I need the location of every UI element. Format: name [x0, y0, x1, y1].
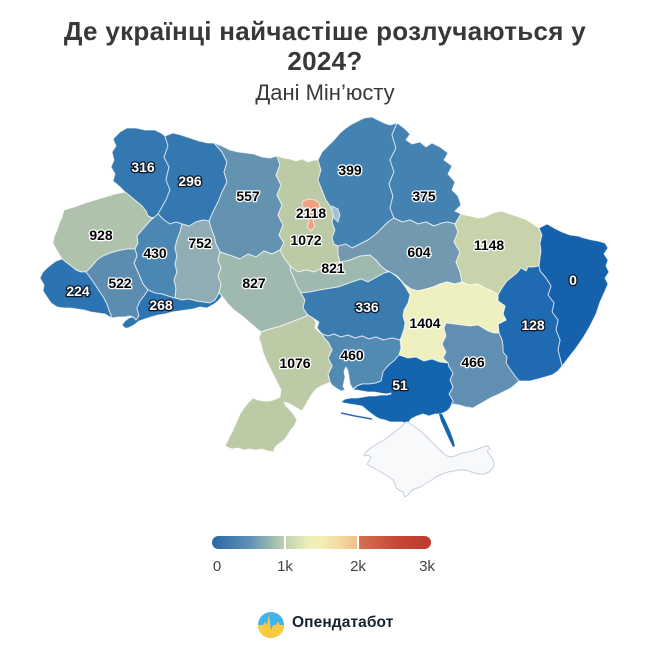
svg-text:522: 522 — [108, 275, 132, 291]
svg-text:0: 0 — [213, 558, 221, 575]
svg-text:51: 51 — [392, 377, 408, 393]
svg-text:399: 399 — [338, 162, 362, 178]
svg-text:316: 316 — [131, 159, 155, 175]
svg-text:268: 268 — [149, 297, 173, 313]
svg-text:224: 224 — [66, 283, 90, 299]
svg-text:2k: 2k — [350, 558, 366, 575]
svg-text:827: 827 — [242, 275, 266, 291]
svg-text:466: 466 — [461, 354, 485, 370]
svg-text:3k: 3k — [419, 558, 435, 575]
svg-text:1k: 1k — [277, 558, 293, 575]
svg-text:336: 336 — [355, 299, 379, 315]
svg-text:821: 821 — [321, 260, 345, 276]
svg-text:557: 557 — [236, 188, 260, 204]
svg-text:604: 604 — [407, 244, 431, 260]
svg-text:1148: 1148 — [474, 237, 505, 253]
svg-text:128: 128 — [521, 317, 545, 333]
svg-text:1076: 1076 — [279, 355, 310, 371]
svg-text:1072: 1072 — [290, 232, 321, 248]
svg-text:296: 296 — [178, 173, 202, 189]
svg-text:460: 460 — [340, 347, 364, 363]
svg-text:752: 752 — [188, 235, 212, 251]
svg-text:928: 928 — [89, 227, 113, 243]
svg-text:430: 430 — [143, 245, 167, 261]
svg-text:1404: 1404 — [409, 315, 440, 331]
svg-text:2118: 2118 — [296, 205, 327, 221]
svg-text:375: 375 — [412, 188, 436, 204]
svg-text:0: 0 — [569, 272, 577, 288]
